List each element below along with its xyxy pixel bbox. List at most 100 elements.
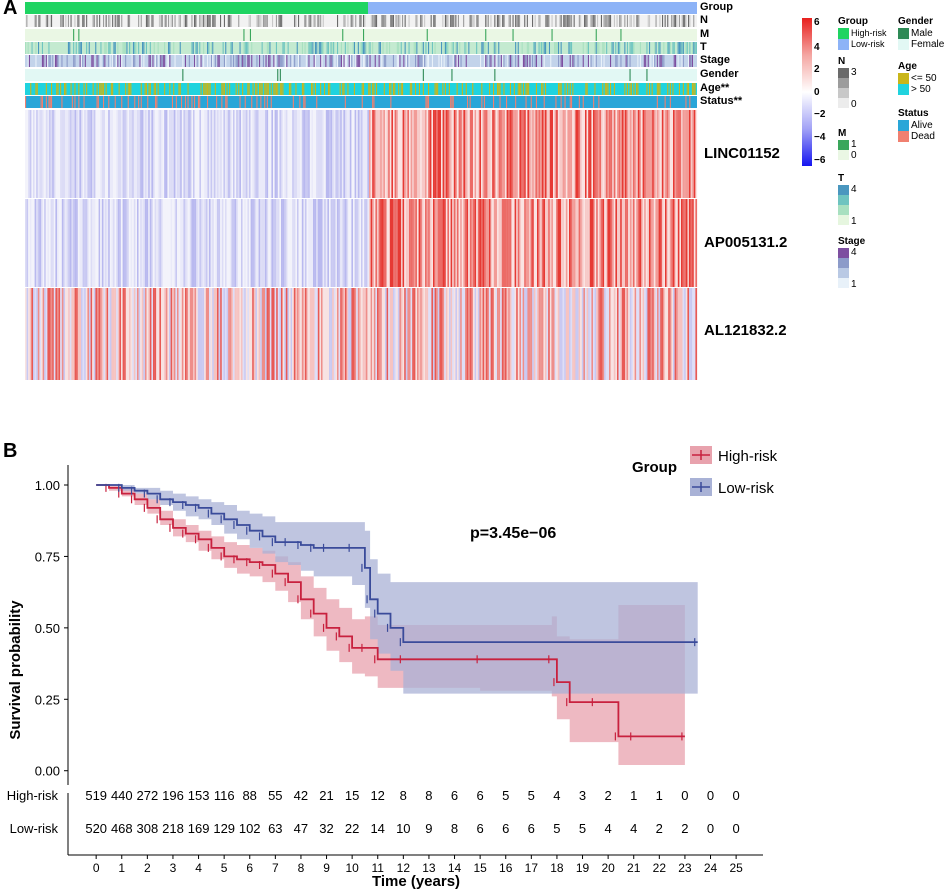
- risk-table-count: 5: [553, 821, 560, 836]
- expression-colorbar: [802, 18, 812, 166]
- annotation-row-label: Gender: [700, 68, 739, 80]
- legend-group-swatch: [838, 28, 849, 39]
- legend-t-label: 4: [851, 184, 857, 195]
- legend-stage-swatch: [838, 268, 849, 278]
- risk-table-count: 1: [630, 788, 637, 803]
- colorbar-tick: −4: [814, 132, 826, 143]
- x-tick-label: 25: [729, 861, 743, 875]
- risk-table-count: 2: [681, 821, 688, 836]
- legend-status-item: Alive: [911, 120, 933, 131]
- annotation-track: [25, 15, 697, 27]
- risk-table-count: 8: [451, 821, 458, 836]
- legend-status-swatch: [898, 120, 909, 131]
- risk-table-row-label: High-risk: [7, 788, 59, 803]
- x-tick-label: 7: [272, 861, 279, 875]
- risk-table-count: 10: [396, 821, 410, 836]
- legend-stage-swatch: [838, 248, 849, 258]
- legend-n-label: 0: [851, 99, 857, 110]
- risk-table-count: 63: [268, 821, 282, 836]
- risk-table-count: 520: [85, 821, 107, 836]
- y-tick-label: 0.25: [35, 692, 60, 707]
- legend-stage-swatch: [838, 278, 849, 288]
- risk-table-count: 6: [476, 788, 483, 803]
- risk-table-count: 4: [630, 821, 637, 836]
- x-tick-label: 0: [93, 861, 100, 875]
- legend-t-label: 1: [851, 216, 857, 227]
- gene-label-al121832: AL121832.2: [704, 322, 787, 339]
- x-tick-label: 23: [678, 861, 692, 875]
- colorbar-tick: 6: [814, 17, 820, 28]
- annotation-track: [25, 96, 697, 108]
- x-tick-label: 2: [144, 861, 151, 875]
- legend-age-item: <= 50: [911, 73, 937, 84]
- risk-table-count: 15: [345, 788, 359, 803]
- legend-n-swatch: [838, 88, 849, 98]
- x-tick-label: 16: [499, 861, 513, 875]
- legend-gender-title: Gender: [898, 16, 934, 27]
- gene-expression-row: [25, 199, 698, 287]
- legend-stage-title: Stage: [838, 236, 866, 247]
- risk-table-count: 308: [137, 821, 159, 836]
- risk-table-count: 468: [111, 821, 133, 836]
- kaplan-meier-chart: 0.00 0.25 0.50 0.75 1.00 Survival probabilit…: [7, 446, 778, 890]
- legend-status-title: Status: [898, 108, 929, 119]
- legend-stage-label: 1: [851, 279, 857, 290]
- risk-table-row-label: Low-risk: [10, 821, 59, 836]
- x-tick-label: 17: [525, 861, 539, 875]
- survival-curves: [96, 483, 698, 741]
- y-axis-label: Survival probability: [7, 600, 24, 740]
- x-tick-label: 22: [653, 861, 667, 875]
- risk-table-count: 4: [553, 788, 560, 803]
- risk-table-count: 272: [137, 788, 159, 803]
- annotation-row-label: M: [700, 28, 710, 40]
- risk-table-count: 169: [188, 821, 210, 836]
- legend-gender-swatch: [898, 39, 909, 50]
- legend-status-item: Dead: [911, 131, 935, 142]
- annotation-row-label: Age**: [700, 82, 730, 94]
- y-tick-label: 0.50: [35, 621, 60, 636]
- low-risk-survival-curve: [96, 484, 698, 643]
- risk-table-count: 6: [451, 788, 458, 803]
- gene-expression-row: [25, 110, 698, 198]
- risk-table-count: 153: [188, 788, 210, 803]
- annotation-row-label: T: [700, 41, 707, 53]
- risk-table-count: 5: [502, 788, 509, 803]
- risk-table-count: 3: [579, 788, 586, 803]
- risk-table-count: 8: [425, 788, 432, 803]
- p-value: p=3.45e−06: [470, 525, 556, 542]
- colorbar-tick: 4: [814, 42, 820, 53]
- x-tick-label: 20: [601, 861, 615, 875]
- annotation-track: [25, 2, 697, 14]
- legend-stage-label: 4: [851, 247, 857, 258]
- risk-table-count: 5: [528, 788, 535, 803]
- x-tick-label: 3: [170, 861, 177, 875]
- legend-n-label: 3: [851, 67, 857, 78]
- x-tick-label: 10: [345, 861, 359, 875]
- risk-table-count: 21: [319, 788, 333, 803]
- risk-table-count: 88: [242, 788, 256, 803]
- x-tick-label: 11: [372, 861, 385, 875]
- risk-table-count: 440: [111, 788, 133, 803]
- legend-high-risk-label: High-risk: [718, 448, 778, 465]
- risk-table-count: 116: [214, 788, 235, 803]
- colorbar-tick: 2: [814, 64, 820, 75]
- x-tick-label: 1: [118, 861, 125, 875]
- legend-group-title: Group: [838, 16, 868, 27]
- risk-table-count: 14: [370, 821, 384, 836]
- risk-table-count: 519: [85, 788, 107, 803]
- risk-table-count: 0: [732, 788, 739, 803]
- x-tick-label: 4: [195, 861, 202, 875]
- low-risk-confidence-band: [96, 485, 698, 694]
- gene-expression-row: [25, 288, 698, 380]
- risk-table-count: 2: [656, 821, 663, 836]
- x-tick-label: 19: [576, 861, 590, 875]
- risk-table-count: 42: [294, 788, 308, 803]
- legend-n-swatch: [838, 68, 849, 78]
- legend-group-swatch: [838, 39, 849, 50]
- high-risk-survival-curve: [96, 484, 685, 738]
- legend-gender-swatch: [898, 28, 909, 39]
- x-tick-label: 9: [323, 861, 330, 875]
- legend-m-label: 1: [851, 139, 857, 150]
- risk-table-count: 129: [213, 821, 235, 836]
- risk-table-count: 2: [604, 788, 611, 803]
